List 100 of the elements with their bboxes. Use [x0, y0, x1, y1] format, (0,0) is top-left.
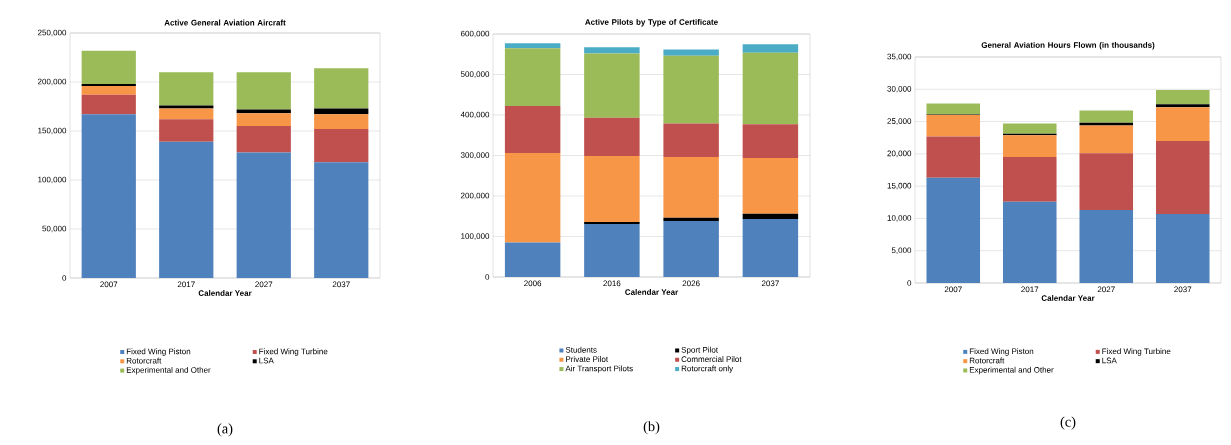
text: (c)	[1060, 416, 1076, 430]
y-tick-label: 15,000	[887, 182, 912, 190]
x-tick-label: 2027	[255, 281, 273, 288]
bar	[926, 115, 981, 137]
bar	[1155, 89, 1210, 105]
y-tick-label: 5,000	[891, 247, 912, 255]
chart-title: Active General Aviation Aircraft	[164, 19, 286, 26]
bar	[926, 103, 981, 115]
legend-label: Fixed Wing Turbine	[1102, 348, 1171, 356]
x-tick-label: 2026	[682, 280, 700, 287]
bar	[584, 53, 640, 118]
bar	[742, 124, 799, 158]
x-tick-label: 2006	[524, 280, 542, 287]
bar	[1155, 213, 1210, 283]
bar	[926, 136, 981, 178]
y-tick-label: 0	[62, 275, 67, 281]
bar	[314, 114, 369, 130]
bar	[314, 68, 369, 109]
bar	[236, 126, 291, 153]
legend-label: Rotorcraft only	[681, 365, 734, 373]
bar	[584, 47, 640, 54]
x-axis-title: Calendar Year	[625, 289, 679, 295]
bar	[314, 108, 369, 115]
bar	[504, 242, 561, 277]
bar	[159, 119, 214, 142]
bar	[81, 114, 136, 278]
bar	[236, 152, 291, 278]
legend-label: Experimental and Other	[126, 366, 211, 375]
y-tick-label: 200,000	[37, 78, 67, 86]
bar	[236, 109, 291, 114]
bar	[81, 85, 136, 95]
bar	[81, 50, 136, 84]
bar	[1002, 135, 1057, 158]
x-tick-label: 2037	[332, 281, 350, 288]
x-tick-label: 2037	[1174, 286, 1192, 293]
bar	[663, 123, 719, 158]
legend-label: Fixed Wing Turbine	[259, 348, 328, 356]
bar	[663, 55, 719, 124]
bar	[236, 113, 291, 127]
bar	[742, 52, 799, 125]
y-tick-label: 0	[485, 274, 490, 280]
bar	[81, 94, 136, 115]
bar	[1002, 123, 1057, 134]
bar	[742, 44, 799, 53]
chart-title: General Aviation Hours Flown (in thousands)	[981, 42, 1155, 50]
bar	[1002, 201, 1057, 283]
y-tick-label: 100,000	[461, 233, 490, 240]
bar	[663, 217, 719, 222]
bar	[584, 117, 640, 156]
legend-label: Fixed Wing Piston	[969, 348, 1034, 356]
x-axis-title: Calendar Year	[198, 290, 252, 296]
bar	[1155, 104, 1210, 108]
bar	[742, 219, 799, 277]
y-tick-label: 10,000	[887, 215, 912, 222]
bar	[1155, 107, 1210, 141]
text: (a)	[217, 423, 233, 437]
bar	[314, 129, 369, 163]
x-tick-label: 2027	[1097, 286, 1115, 293]
y-tick-label: 100,000	[38, 176, 67, 184]
bar	[1079, 110, 1134, 123]
bar	[742, 157, 799, 214]
y-tick-label: 20,000	[887, 150, 912, 158]
x-tick-label: 2017	[177, 281, 195, 288]
bar	[504, 48, 561, 107]
x-tick-label: 2007	[944, 286, 962, 293]
y-tick-label: 35,000	[887, 53, 912, 61]
bar	[1079, 125, 1134, 154]
bar	[1079, 153, 1134, 211]
x-axis-title: Calendar Year	[1041, 295, 1095, 301]
legend-label: Students	[565, 346, 597, 353]
bar	[314, 162, 369, 278]
x-tick-label: 2007	[100, 281, 118, 288]
x-tick-label: 2016	[603, 280, 621, 287]
y-tick-label: 250,000	[37, 29, 67, 37]
y-tick-label: 600,000	[460, 30, 490, 38]
chart-title: Active Pilots by Type of Certificate	[585, 19, 718, 27]
bar	[584, 155, 640, 222]
legend-label: Commercial Pilot	[681, 356, 742, 362]
bar	[663, 221, 719, 277]
bar	[926, 177, 981, 283]
bar	[663, 49, 719, 56]
y-tick-label: 500,000	[460, 71, 490, 78]
legend-label: Private Pilot	[566, 356, 609, 362]
bar	[584, 223, 640, 277]
bar	[504, 43, 561, 49]
bar	[1155, 140, 1210, 214]
bar	[1002, 157, 1057, 202]
y-tick-label: 300,000	[460, 152, 490, 159]
legend-label: Rotorcraft	[969, 357, 1005, 364]
legend-label: LSA	[1102, 357, 1117, 364]
legend-label: Rotorcraft	[126, 357, 162, 364]
bar	[159, 141, 214, 278]
bar	[1079, 210, 1134, 283]
bar	[584, 221, 640, 224]
bar	[742, 213, 799, 220]
y-tick-label: 50,000	[42, 225, 67, 233]
bar	[504, 153, 561, 243]
y-tick-label: 0	[907, 280, 912, 286]
bar	[159, 72, 214, 106]
legend-label: Sport Pilot	[681, 346, 718, 355]
